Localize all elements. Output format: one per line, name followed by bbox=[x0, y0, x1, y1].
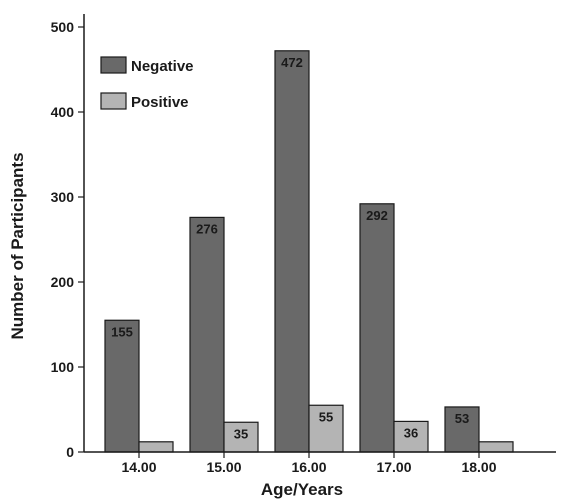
x-ticks-group: 14.00 15.00 16.00 17.00 18.00 bbox=[121, 452, 497, 475]
bar-negative-15.00 bbox=[189, 216, 225, 453]
y-tick-label: 300 bbox=[51, 189, 75, 205]
data-label-negative-17.00: 292 bbox=[366, 208, 388, 223]
x-tick-label: 18.00 bbox=[461, 459, 496, 475]
legend-swatch-negative bbox=[100, 56, 127, 74]
bar-positive-14.00 bbox=[138, 441, 174, 453]
legend-swatch-positive bbox=[100, 92, 127, 110]
bar-negative-18.00 bbox=[444, 406, 480, 453]
bar-negative-14.00 bbox=[104, 319, 140, 453]
data-label-negative-14.00: 155 bbox=[111, 324, 133, 339]
data-labels-group: 155 276 35 472 55 292 36 53 bbox=[111, 55, 469, 441]
y-tick-label: 500 bbox=[51, 19, 75, 35]
data-label-positive-16.00: 55 bbox=[319, 409, 333, 424]
data-label-negative-16.00: 472 bbox=[281, 55, 303, 70]
x-tick-label: 17.00 bbox=[376, 459, 411, 475]
data-label-negative-18.00: 53 bbox=[455, 411, 469, 426]
data-label-positive-17.00: 36 bbox=[404, 425, 418, 440]
bar-negative-16.00 bbox=[274, 50, 310, 453]
y-tick-label: 0 bbox=[66, 444, 74, 460]
y-ticks-group: 0 100 200 300 400 500 bbox=[51, 19, 84, 460]
bar-positive-17.00 bbox=[393, 420, 429, 453]
x-tick-label: 15.00 bbox=[206, 459, 241, 475]
bar-negative-17.00 bbox=[359, 203, 395, 453]
data-label-positive-15.00: 35 bbox=[234, 426, 248, 441]
legend-label-negative: Negative bbox=[131, 58, 194, 75]
y-tick-label: 200 bbox=[51, 274, 75, 290]
x-tick-label: 14.00 bbox=[121, 459, 156, 475]
y-tick-label: 400 bbox=[51, 104, 75, 120]
x-tick-label: 16.00 bbox=[291, 459, 326, 475]
bar-positive-18.00 bbox=[478, 441, 514, 453]
y-axis-label: Number of Participants bbox=[8, 152, 27, 339]
y-tick-label: 100 bbox=[51, 359, 75, 375]
bars-group bbox=[104, 50, 514, 453]
bar-positive-15.00 bbox=[223, 421, 259, 453]
data-label-negative-15.00: 276 bbox=[196, 221, 218, 236]
x-axis-label: Age/Years bbox=[261, 480, 343, 499]
legend-label-positive: Positive bbox=[131, 94, 189, 111]
legend: Negative Positive bbox=[100, 56, 194, 111]
